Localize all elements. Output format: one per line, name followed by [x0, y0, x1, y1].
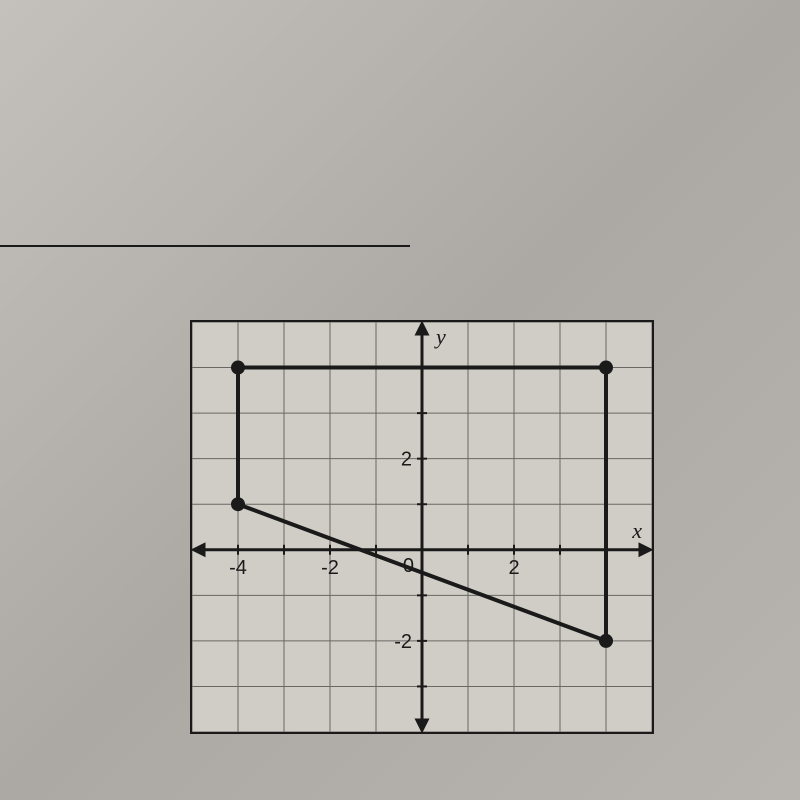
axes	[198, 328, 646, 726]
coordinate-graph: -4-222-20 xy	[190, 320, 654, 734]
graph-svg: -4-222-20 xy	[192, 322, 652, 732]
x-tick-label: -2	[321, 557, 339, 579]
x-tick-label: 2	[508, 557, 519, 579]
y-axis-label: y	[434, 324, 446, 349]
horizontal-rule	[0, 245, 410, 247]
x-axis-label: x	[631, 518, 642, 543]
axis-labels: xy	[434, 324, 642, 543]
y-tick-label: -2	[394, 631, 412, 653]
origin-label: 0	[403, 555, 414, 577]
x-tick-label: -4	[229, 557, 247, 579]
y-tick-label: 2	[401, 449, 412, 471]
page-surface: -4-222-20 xy	[0, 0, 800, 800]
